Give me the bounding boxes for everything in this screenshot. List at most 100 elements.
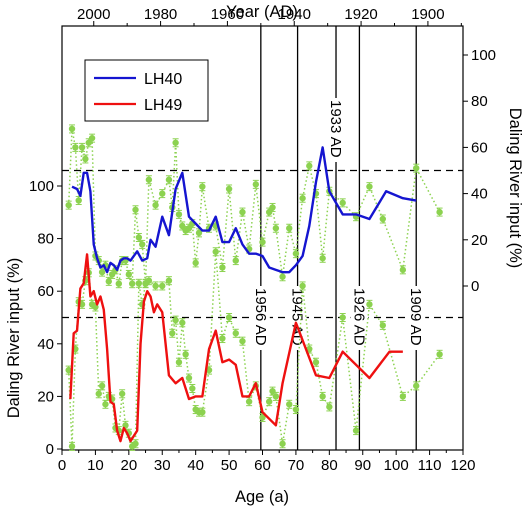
bottom-x-axis-title: Age (a)	[235, 488, 289, 506]
lh40-green-point	[125, 271, 133, 278]
lh49-green-point	[326, 403, 333, 411]
lh40-green-point	[239, 208, 246, 216]
lh40-green-point	[366, 183, 373, 190]
x-tick-label: 60	[254, 457, 271, 474]
lh40-green-point	[72, 144, 79, 151]
lh49-green-point	[286, 401, 293, 408]
lh40-green-point	[379, 215, 386, 223]
lh49-green-point	[95, 390, 102, 397]
lh40-green-point	[232, 257, 239, 264]
lh40-green-point	[88, 134, 96, 142]
lh49-green-point	[182, 351, 189, 358]
lh40-green-point	[65, 201, 72, 209]
lh49-green-point	[265, 398, 273, 405]
lh49-green-point	[225, 314, 233, 321]
lh40-green-point	[225, 185, 233, 193]
lh49-green-point	[259, 414, 266, 421]
x-tick-label: 50	[221, 457, 238, 474]
lh49-green-point	[219, 335, 226, 342]
lh40-green-point	[98, 268, 106, 276]
lh40-green-point	[199, 183, 206, 190]
y-right-tick-label: 100	[471, 47, 496, 64]
lh49-green-point	[159, 282, 166, 290]
legend: LH40 LH49	[84, 59, 209, 122]
lh49-green-point	[379, 322, 386, 329]
lh49-green-point	[413, 382, 420, 390]
x-tick-label: 20	[120, 457, 137, 474]
lh40-green-point	[436, 208, 443, 216]
lh49-green-point	[319, 393, 326, 400]
lh40-green-point	[286, 225, 293, 232]
y-right-tick-label: 80	[471, 93, 488, 110]
lh49-green-point	[169, 330, 176, 337]
lh49-green-point	[245, 398, 253, 405]
lh49-green-point	[118, 390, 126, 397]
x2-tick-label: 1900	[411, 6, 444, 23]
lh40-green-point	[108, 271, 116, 278]
lh49-green-point	[269, 387, 276, 395]
lh49-green-point	[152, 282, 159, 290]
left-y-axis-title: Daling River input (%)	[5, 258, 23, 418]
lh49-green-point	[199, 408, 206, 416]
lh49-green-point	[312, 359, 320, 366]
lh40-green-point	[192, 259, 199, 267]
x-tick-label: 100	[384, 457, 409, 474]
lh49-green-point	[239, 337, 246, 345]
legend-label-lh40: LH40	[144, 71, 182, 88]
lh49-line	[69, 253, 403, 443]
x-tick-label: 80	[321, 457, 338, 474]
year-marker-label: 1933 AD	[327, 100, 344, 158]
year-marker-label: 1926 AD	[350, 288, 367, 346]
legend-frame	[84, 59, 209, 122]
legend-label-lh49: LH49	[144, 97, 182, 114]
lh49-green-point	[436, 351, 443, 358]
lh40-green-point	[399, 266, 407, 274]
y-left-tick-label: 40	[37, 336, 54, 353]
lh49-green-point	[232, 330, 239, 337]
year-marker-label-bg	[327, 98, 346, 162]
lh40-green-point	[195, 229, 203, 237]
lh49-green-point	[366, 301, 373, 308]
year-marker-label: 1909 AD	[407, 288, 424, 346]
lh49-green-point	[68, 443, 76, 450]
year-marker-label: 1956 AD	[252, 288, 269, 346]
x2-tick-label: 1920	[344, 6, 377, 23]
lh49-green-point	[65, 366, 72, 374]
lh40-green-point	[135, 234, 143, 241]
lh49-green-point	[272, 393, 280, 400]
right-y-axis-title: Daling River input (%)	[506, 108, 524, 268]
x-tick-label: 30	[154, 457, 171, 474]
lh49-green-point	[292, 406, 300, 413]
year-marker-label-bg	[407, 286, 426, 350]
lh40-green-point	[82, 155, 89, 163]
lh40-green-point	[413, 164, 420, 172]
y-left-tick-label: 20	[37, 388, 54, 405]
lh40-green-point	[105, 278, 112, 285]
lh40-green-point	[165, 176, 173, 183]
x-tick-label: 40	[187, 457, 204, 474]
lh40-green-point	[85, 139, 92, 146]
lh49-green-point	[279, 440, 286, 447]
lh40-green-point	[265, 208, 273, 216]
lh49-green-point	[185, 374, 193, 382]
lh40-green-point	[139, 241, 146, 248]
lh40-green-point	[68, 125, 76, 133]
lh49-green-point	[98, 382, 106, 390]
x-tick-label: 0	[58, 457, 66, 474]
x2-tick-label: 1960	[211, 6, 244, 23]
lh40-green-point	[75, 197, 82, 204]
lh40-green-point	[269, 204, 276, 211]
lh40-green-point	[259, 238, 266, 246]
lh40-green-point	[152, 201, 159, 209]
lh40-green-point	[306, 162, 313, 170]
lh40-green-point	[299, 195, 306, 202]
lh40-green-point	[319, 255, 326, 262]
top-x-axis-title: Year (AD)	[226, 3, 298, 21]
y-right-tick-label: 40	[471, 186, 488, 203]
lh40-green-point	[172, 139, 179, 146]
y-left-tick-label: 60	[37, 283, 54, 300]
lh40-green-point	[185, 225, 193, 232]
lh40-green-point	[179, 222, 186, 230]
